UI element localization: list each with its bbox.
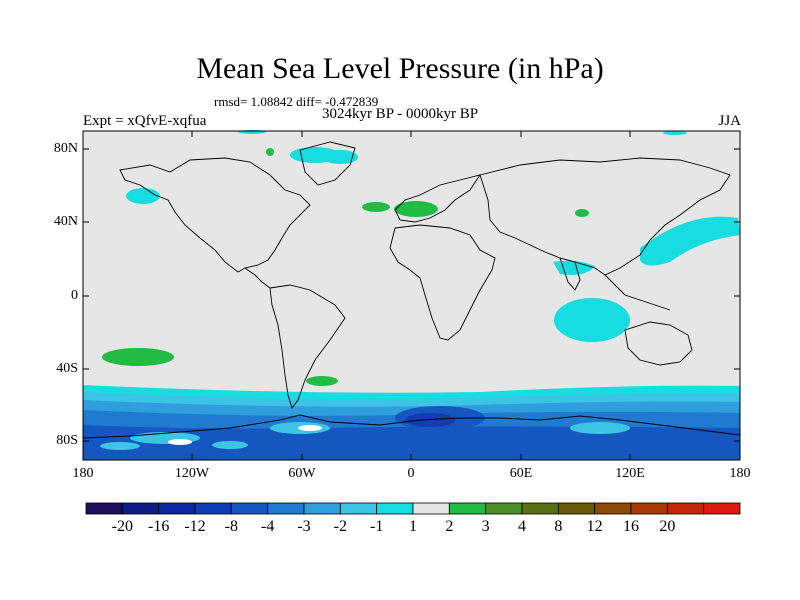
green-patch-south-pacific <box>102 348 174 366</box>
colorbar-swatch <box>666 502 705 515</box>
colorbar-label: 3 <box>481 518 490 535</box>
colorbar-swatch <box>376 502 414 515</box>
lat-label-80n: 80N <box>53 141 78 156</box>
colorbar-label: -4 <box>260 518 275 535</box>
colorbar-swatch <box>230 502 269 515</box>
plot-title: Mean Sea Level Pressure (in hPa) <box>196 52 604 85</box>
coast-southeast-asia <box>604 274 671 311</box>
coastlines <box>82 141 741 439</box>
colorbar-swatch <box>630 502 668 515</box>
green-patch-europe <box>394 201 438 217</box>
colorbar-swatch <box>557 502 596 515</box>
colorbar-label: 20 <box>659 518 676 535</box>
cyan-patch-indian-ocean <box>554 298 630 342</box>
lon-ticks <box>82 131 741 460</box>
colorbar-swatch <box>412 502 450 515</box>
lon-label-180e: 180 <box>729 466 751 481</box>
coast-central-america <box>244 267 271 289</box>
anomaly-patches <box>102 130 740 386</box>
season-label: JJA <box>718 113 741 129</box>
colorbar-swatch <box>521 502 559 515</box>
southern-ocean-field <box>83 385 740 460</box>
colorbar-swatch <box>194 502 232 515</box>
coast-asia <box>479 157 731 276</box>
colorbar-label: -12 <box>184 518 206 535</box>
green-patch-arctic <box>266 148 274 156</box>
lat-label-80s: 80S <box>56 433 78 448</box>
green-patch-china <box>575 209 589 217</box>
green-patch-south-atlantic <box>306 376 338 386</box>
lon-label-60e: 60E <box>509 466 533 481</box>
lon-label-120w: 120W <box>174 466 210 481</box>
coast-north-america <box>119 157 311 273</box>
colorbar <box>85 502 741 515</box>
colorbar-label: 2 <box>445 518 454 535</box>
colorbar-swatch <box>485 502 523 515</box>
colorbar-label: -16 <box>147 518 170 535</box>
lat-label-0: 0 <box>71 288 78 303</box>
green-patch-atlantic <box>362 202 390 212</box>
coast-africa <box>389 224 496 341</box>
stats-line: rmsd= 1.08842 diff= -0.472839 <box>214 94 379 109</box>
colorbar-label: -1 <box>369 518 384 535</box>
colorbar-label: 16 <box>623 518 639 535</box>
cyan-patch-west-pacific <box>640 216 740 266</box>
lat-label-40n: 40N <box>53 214 78 229</box>
colorbar-swatch <box>267 502 305 515</box>
colorbar-label: 4 <box>518 518 526 535</box>
lon-label-120e: 120E <box>615 466 645 481</box>
coast-south-america <box>269 284 346 409</box>
lat-ticks <box>83 148 740 442</box>
colorbar-swatch <box>339 502 378 515</box>
colorbar-label: 8 <box>554 518 563 535</box>
colorbar-label: -8 <box>224 518 238 535</box>
colorbar-label: -2 <box>333 518 347 535</box>
coast-australia <box>624 321 693 366</box>
cyan-patch-siberia <box>663 131 687 135</box>
cyan-patch-arabia <box>553 260 595 275</box>
colorbar-label: -20 <box>111 518 133 535</box>
colorbar-swatch <box>703 502 741 515</box>
coast-greenland <box>299 141 356 186</box>
plot-subtitle: 3024kyr BP - 0000kyr BP <box>321 106 479 122</box>
colorbar-label: 1 <box>409 518 417 535</box>
colorbar-label: 12 <box>586 518 603 535</box>
colorbar-swatch <box>121 502 160 515</box>
experiment-label: Expt = xQfvE-xqfua <box>83 113 207 129</box>
colorbar-label: -3 <box>297 518 311 535</box>
lon-label-180w: 180 <box>72 466 94 481</box>
colorbar-swatch <box>594 502 632 515</box>
coast-india <box>559 257 581 291</box>
coast-europe <box>394 174 482 223</box>
colorbar-swatch <box>448 502 487 515</box>
colorbar-swatch <box>85 502 123 515</box>
colorbar-swatch <box>303 502 341 515</box>
cyan-patch-north-pacific <box>126 188 160 204</box>
cyan-patch-arctic-east <box>322 150 358 164</box>
coast-antarctica <box>82 414 741 439</box>
lon-label-60w: 60W <box>288 466 316 481</box>
colorbar-swatch <box>158 502 196 515</box>
lat-label-40s: 40S <box>56 361 78 376</box>
lon-label-0: 0 <box>407 466 415 481</box>
